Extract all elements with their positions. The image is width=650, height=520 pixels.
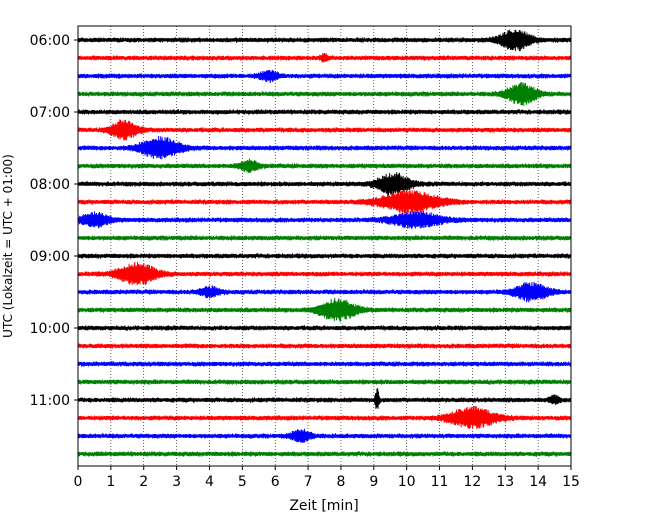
y-axis-label: UTC (Lokalzeit = UTC + 01:00) xyxy=(1,154,15,338)
grid-lines xyxy=(110,26,539,466)
x-tick-label: 4 xyxy=(205,474,214,490)
trace-line-0900 xyxy=(77,253,572,259)
x-tick-label: 11 xyxy=(431,474,449,490)
trace-line-1015 xyxy=(77,343,572,349)
trace-line-0730 xyxy=(77,136,572,160)
trace-line-1145 xyxy=(77,451,572,457)
trace-line-0815 xyxy=(77,190,572,215)
x-tick-label: 3 xyxy=(172,474,181,490)
x-tick-label: 0 xyxy=(74,474,83,490)
x-tick-label: 5 xyxy=(238,474,247,490)
y-tick-label: 10:00 xyxy=(30,321,70,337)
x-axis-ticks: 0 1 2 3 4 5 6 7 8 9 10 11 12 13 14 15 xyxy=(74,466,580,490)
x-tick-label: 12 xyxy=(463,474,481,490)
trace-line-1000 xyxy=(77,325,572,331)
trace-line-0645 xyxy=(77,82,572,106)
x-tick-label: 14 xyxy=(529,474,547,490)
trace-line-0745 xyxy=(77,158,572,173)
trace-line-0945 xyxy=(77,297,572,322)
trace-line-1130 xyxy=(77,428,572,443)
x-axis-label: Zeit [min] xyxy=(289,498,358,514)
trace-line-0630 xyxy=(77,69,572,83)
x-tick-label: 13 xyxy=(496,474,514,490)
plot-frame xyxy=(77,25,572,467)
y-tick-label: 06:00 xyxy=(30,33,70,49)
trace-line-0615 xyxy=(77,53,572,63)
x-tick-label: 10 xyxy=(398,474,416,490)
trace-line-0930 xyxy=(77,281,572,303)
y-tick-label: 11:00 xyxy=(30,393,70,409)
trace-line-0600 xyxy=(77,29,572,52)
trace-line-1100 xyxy=(77,388,572,409)
y-axis-ticks: 06:00 07:00 08:00 09:00 10:00 11:00 xyxy=(30,33,78,409)
trace-line-0715 xyxy=(77,119,572,141)
trace-line-1045 xyxy=(77,379,572,385)
trace-line-1115 xyxy=(77,405,572,429)
x-tick-label: 7 xyxy=(304,474,313,490)
trace-line-0845 xyxy=(77,235,572,241)
x-tick-label: 9 xyxy=(369,474,378,490)
trace-group xyxy=(77,29,572,457)
plot-background xyxy=(78,26,571,466)
y-tick-label: 07:00 xyxy=(30,105,70,121)
x-tick-label: 1 xyxy=(106,474,115,490)
trace-line-0800 xyxy=(77,172,572,196)
y-tick-label: 09:00 xyxy=(30,249,70,265)
x-tick-label: 6 xyxy=(271,474,280,490)
trace-line-0830 xyxy=(77,211,572,230)
trace-line-1030 xyxy=(77,361,572,367)
x-tick-label: 15 xyxy=(562,474,580,490)
y-tick-label: 08:00 xyxy=(30,177,70,193)
trace-line-0700 xyxy=(77,109,572,115)
x-tick-label: 2 xyxy=(139,474,148,490)
x-tick-label: 8 xyxy=(336,474,345,490)
trace-line-0915 xyxy=(77,261,572,285)
